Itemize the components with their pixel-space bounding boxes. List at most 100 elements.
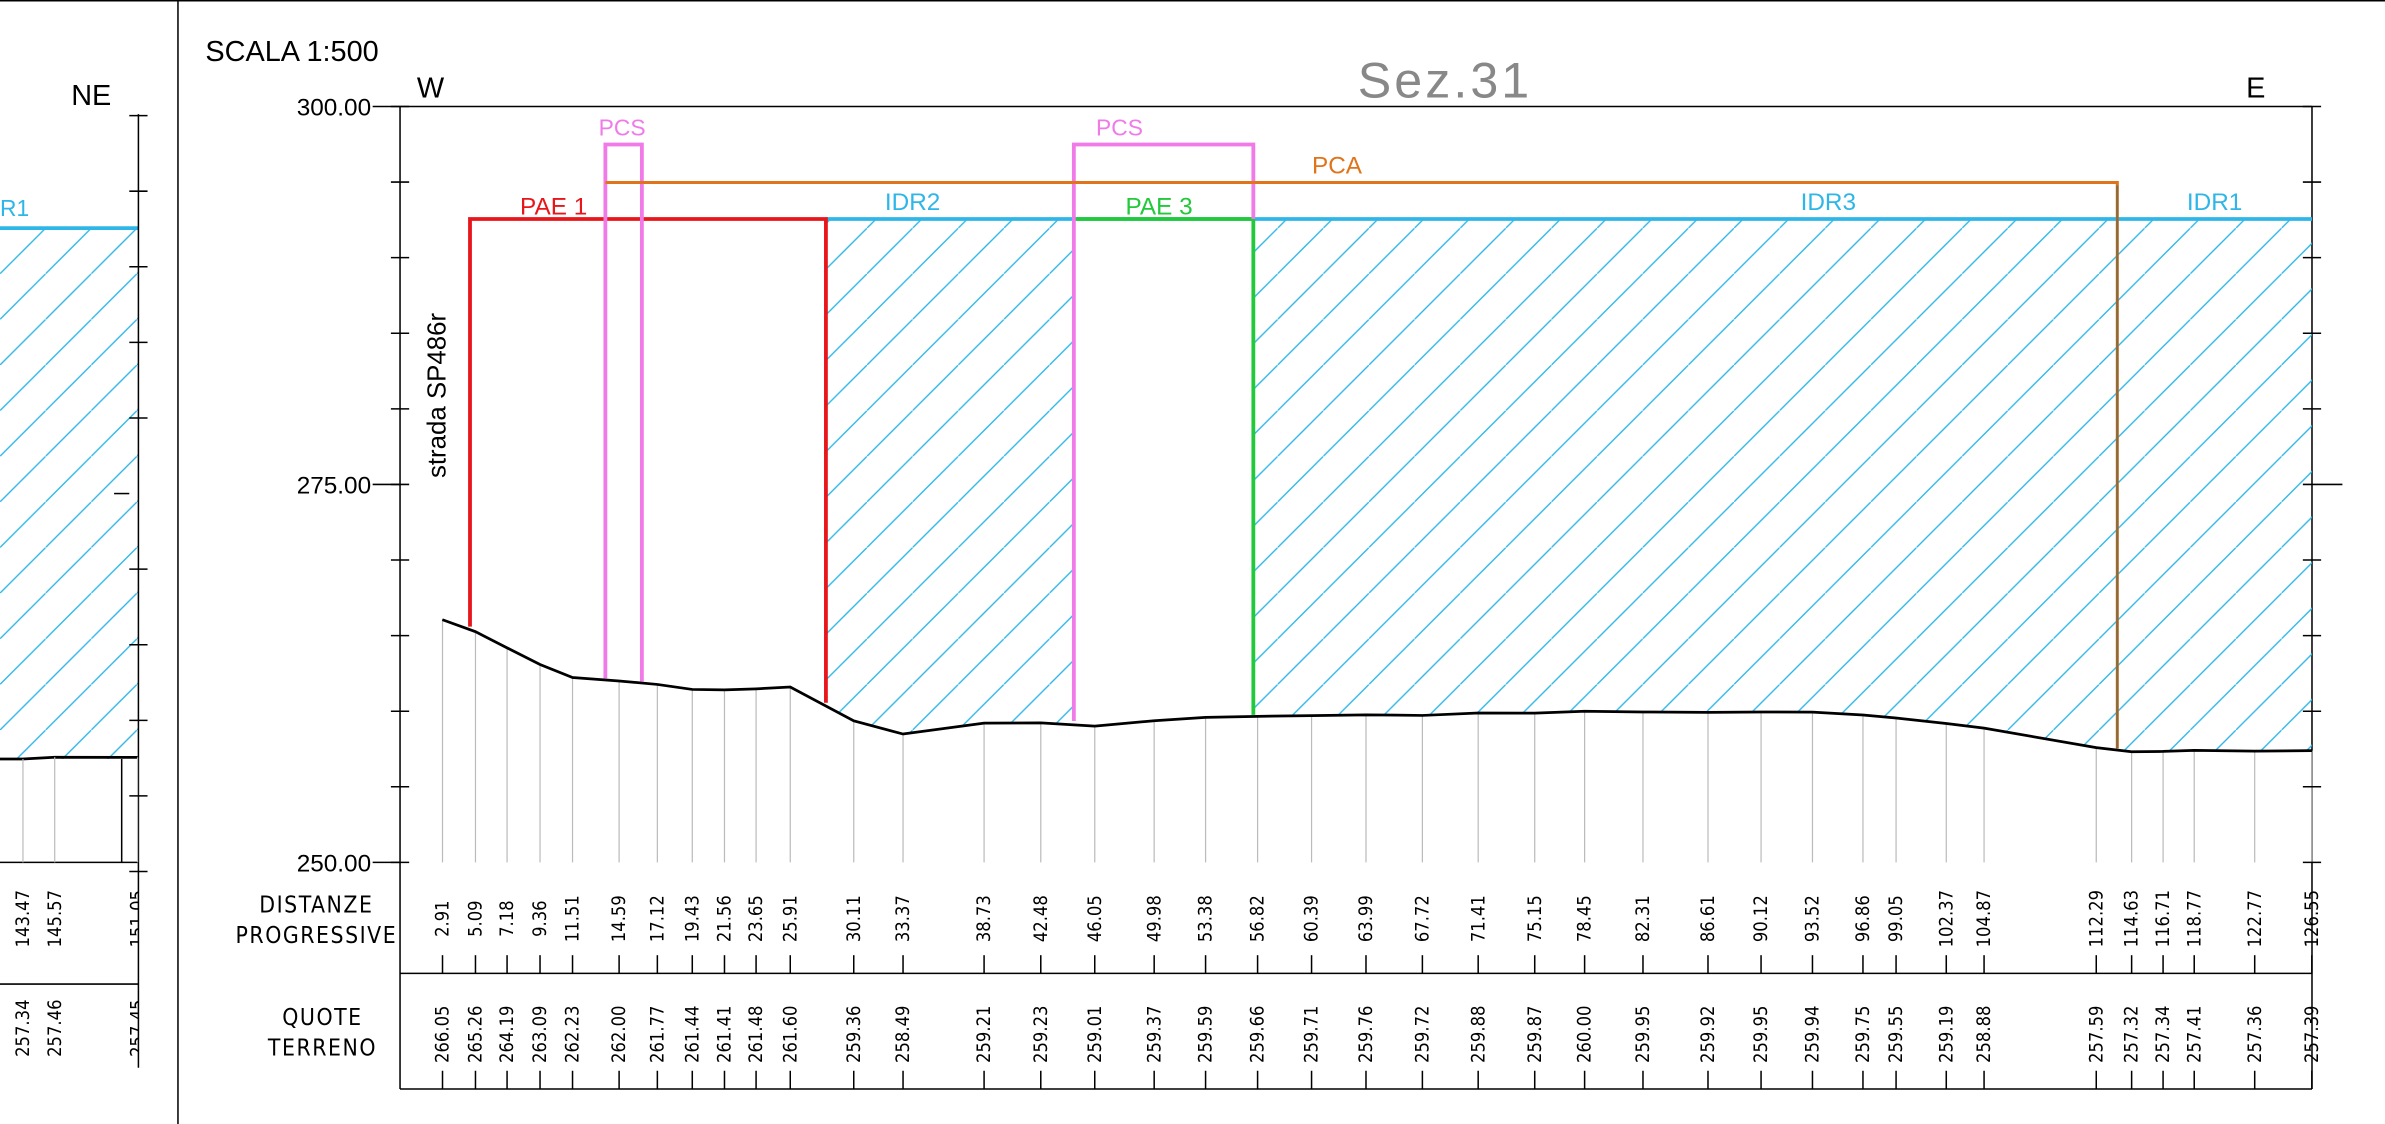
row-label: DISTANZE: [259, 893, 373, 919]
elevation-label: 259.37: [1144, 1006, 1165, 1063]
elevation-label: 261.60: [780, 1006, 801, 1063]
hatch-idr3: [1253, 219, 2312, 752]
distance-label: 67.72: [1412, 895, 1433, 942]
elevation-label: 259.72: [1412, 1006, 1433, 1063]
elevation-label: 261.41: [715, 1006, 736, 1063]
elevation-label: 264.19: [497, 1006, 518, 1063]
distance-label: 93.52: [1803, 895, 1824, 942]
elevation-label: 259.21: [974, 1006, 995, 1063]
axis-label: 300.00: [297, 95, 371, 122]
distance-label: 96.86: [1853, 895, 1874, 942]
distance-label: 104.87: [1974, 890, 1995, 947]
zone-label: IDR1: [2187, 189, 2242, 216]
pcs2-outline: [1071, 142, 1256, 721]
pae3-outline: [1073, 217, 1256, 715]
distance-label: 14.59: [609, 895, 630, 942]
distance-label: 82.31: [1633, 895, 1654, 942]
road-label: strada SP486r: [424, 312, 452, 478]
elevation-label: 263.09: [530, 1006, 551, 1063]
elevation-label: 259.55: [1886, 1006, 1907, 1063]
elevation-label: 257.46: [45, 999, 66, 1056]
zone-label: PCA: [1312, 152, 1363, 179]
direction: NE: [71, 80, 111, 112]
distance-label: 53.38: [1196, 895, 1217, 942]
title: Sez.31: [1358, 52, 1533, 108]
distance-label: 122.77: [2245, 890, 2266, 947]
distance-label: 9.36: [530, 900, 551, 937]
elevation-label: 259.92: [1698, 1006, 1719, 1063]
elevation-label: 258.88: [1974, 1006, 1995, 1063]
distance-label: 30.11: [844, 895, 865, 942]
elevation-label: 259.76: [1356, 1006, 1377, 1063]
distance-label: 114.63: [2122, 890, 2143, 947]
zone-label: IDR2: [885, 189, 940, 216]
distance-label: 75.15: [1525, 895, 1546, 942]
distance-label: 23.65: [746, 895, 767, 942]
elevation-label: 262.00: [609, 1006, 630, 1063]
zone-label: PAE 1: [520, 193, 587, 220]
elevation-label: 259.87: [1525, 1006, 1546, 1063]
elevation-label: 257.39: [2302, 1006, 2323, 1063]
row-label: TERRENO: [267, 1036, 377, 1062]
elevation-label: 259.36: [844, 1006, 865, 1063]
distance-label: 118.77: [2184, 890, 2205, 947]
elevation-label: 259.19: [1936, 1006, 1957, 1063]
elevation-label: 257.41: [2184, 1006, 2205, 1063]
scale: SCALA 1:500: [205, 36, 378, 68]
distance-label: 63.99: [1356, 895, 1377, 942]
elevation-label: 265.26: [466, 1006, 487, 1063]
distance-label: 17.12: [647, 895, 668, 942]
elevation-label: 261.48: [746, 1006, 767, 1063]
distance-label: 151.05: [128, 890, 149, 947]
elevation-label: 259.95: [1751, 1006, 1772, 1063]
distance-label: 46.05: [1085, 895, 1106, 942]
zone-label: PAE 3: [1125, 193, 1192, 220]
elevation-label: 261.77: [647, 1006, 668, 1063]
pcs1-outline: [603, 142, 644, 682]
distance-label: 21.56: [715, 895, 736, 942]
ground-line: [0, 755, 138, 761]
elevation-label: 259.59: [1196, 1006, 1217, 1063]
direction: W: [417, 72, 445, 104]
elevation-label: 257.32: [2122, 1006, 2143, 1063]
elevation-label: 260.00: [1575, 1006, 1596, 1063]
distance-label: 38.73: [974, 895, 995, 942]
hatch-idr2: [825, 219, 1074, 752]
elevation-label: 259.01: [1085, 1006, 1106, 1063]
elevation-label: 257.34: [13, 999, 34, 1056]
elevation-label: 266.05: [433, 1006, 454, 1063]
distance-label: 71.41: [1468, 895, 1489, 942]
elevation-label: 259.94: [1803, 1006, 1824, 1063]
distance-label: 25.91: [780, 895, 801, 942]
distance-label: 42.48: [1031, 895, 1052, 942]
distance-label: 7.18: [497, 900, 518, 937]
elevation-label: 257.59: [2086, 1006, 2107, 1063]
elevation-label: 259.23: [1031, 1006, 1052, 1063]
pae1-outline: [468, 217, 828, 703]
elevation-label: 262.23: [563, 1006, 584, 1063]
elevation-label: 259.88: [1468, 1006, 1489, 1063]
distance-label: 5.09: [466, 900, 487, 937]
distance-label: 145.57: [45, 890, 66, 947]
distance-label: 60.39: [1302, 895, 1323, 942]
zone-label: IDR3: [1801, 189, 1856, 216]
axis-label: 250.00: [297, 851, 371, 878]
left-profile: 143.47 257.34 145.57 257.46 151.05 257.45: [0, 755, 149, 1057]
distance-label: 86.61: [1698, 895, 1719, 942]
distance-label: 90.12: [1751, 895, 1772, 942]
elevation-label: 257.36: [2245, 1006, 2266, 1063]
elevation-label: 257.45: [128, 999, 149, 1056]
zone-label: PCS: [1096, 114, 1143, 140]
distance-label: 11.51: [563, 895, 584, 942]
zone-label: R1: [0, 195, 29, 221]
distance-label: 99.05: [1886, 895, 1907, 942]
elevation-label: 259.95: [1633, 1006, 1654, 1063]
distance-label: 33.37: [893, 895, 914, 942]
elevation-label: 257.34: [2153, 1006, 2174, 1063]
distance-label: 49.98: [1144, 895, 1165, 942]
elevation-label: 261.44: [682, 1006, 703, 1063]
zone-label: PCS: [599, 114, 646, 140]
ground-line: [442, 618, 2312, 754]
distance-label: 112.29: [2086, 890, 2107, 947]
